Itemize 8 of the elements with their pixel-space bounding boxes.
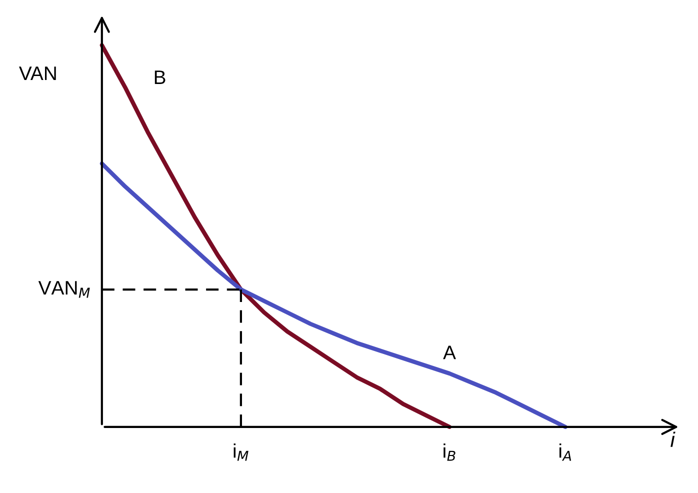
- x-tick-label: i$_{M}$: [234, 444, 248, 461]
- series-label: A: [443, 346, 456, 360]
- ref-line-label: VAN$_{M}$: [38, 281, 90, 298]
- y-axis-title: VAN: [18, 66, 56, 80]
- series-label: B: [154, 70, 166, 84]
- x-tick-label: i$_{B}$: [444, 444, 456, 461]
- x-axis-title: i: [670, 432, 676, 447]
- x-tick-label: i$_{A}$: [559, 444, 572, 461]
